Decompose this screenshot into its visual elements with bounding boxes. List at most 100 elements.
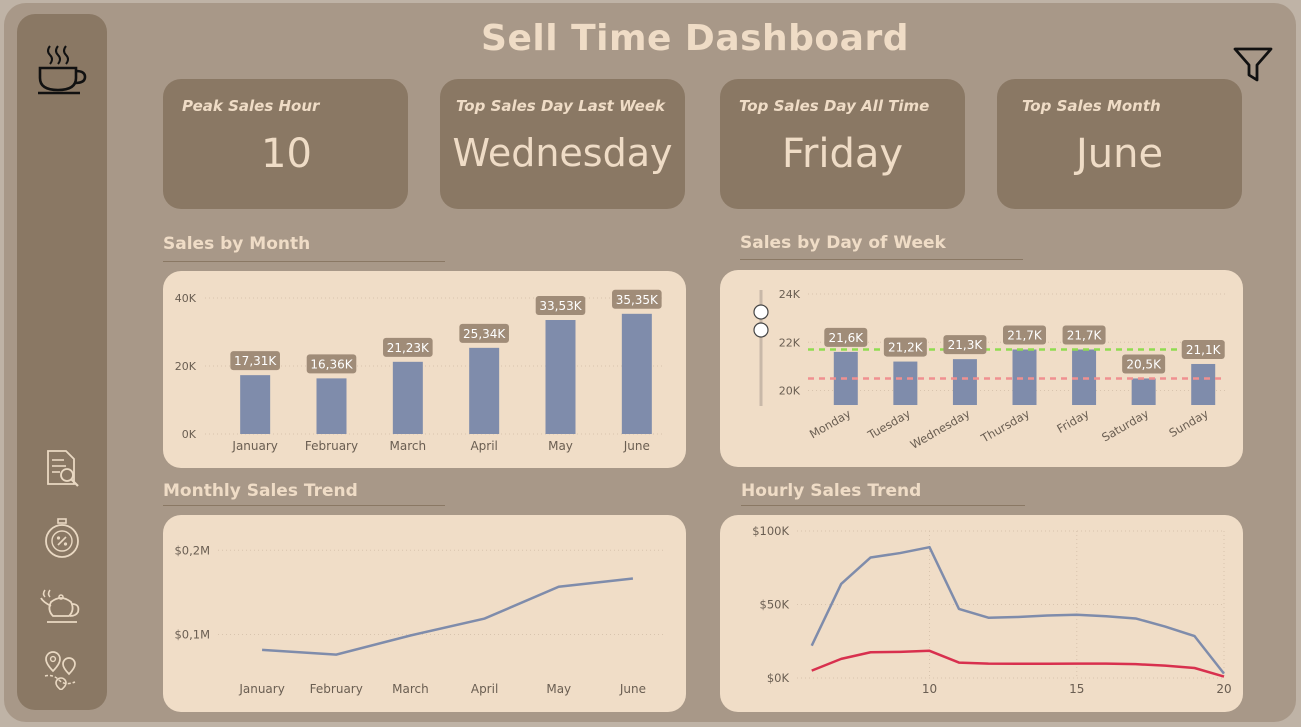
y-tick-label: 20K [175,360,197,373]
section-divider [741,505,1025,506]
bar-april [469,347,500,434]
bar-sunday [1191,363,1216,405]
kpi-card-top-month: Top Sales Month June [997,79,1242,209]
y-tick-label: $0,2M [174,543,210,557]
section-title-hourly-trend: Hourly Sales Trend [741,481,922,501]
sidebar [17,14,107,710]
bar-tuesday [893,361,918,405]
data-label: 21,6K [828,331,864,345]
kpi-label: Peak Sales Hour [182,97,320,115]
data-label-bg [535,295,586,315]
x-tick-label: 10 [922,682,937,696]
data-label-bg [612,289,662,309]
section-title-sales-by-day: Sales by Day of Week [740,233,946,253]
data-label-bg [230,351,280,371]
kpi-value: Friday [781,131,904,177]
series-line [811,649,1225,678]
y-tick-label: $50K [760,598,790,612]
y-tick-label: 40K [175,292,197,305]
x-tick-label: Monday [807,406,853,441]
zoom-slider-handle [753,304,769,320]
section-divider [163,261,445,262]
kpi-value: 10 [261,131,312,177]
data-label-bg [1062,325,1106,345]
x-tick-label: Friday [1054,406,1091,436]
data-label-bg [306,354,357,374]
data-label-bg [883,337,927,357]
kpi-label: Top Sales Day All Time [739,97,930,115]
discount-timer-icon[interactable] [17,518,107,560]
teapot-icon[interactable] [17,586,107,626]
y-tick-label: $0K [767,671,790,685]
data-label: 33,53K [539,299,582,313]
kpi-card-top-day-all-time: Top Sales Day All Time Friday [720,79,965,209]
x-tick-label: June [619,682,646,696]
hourly-sales-trend-chart[interactable]: $0K $50K $100K 10 15 20 [720,515,1243,712]
data-label-bg [943,335,987,355]
data-label-bg [1181,339,1225,359]
filter-icon[interactable] [1232,44,1274,90]
data-label: 21,2K [888,341,924,355]
data-label-bg [459,323,509,343]
section-title-monthly-trend: Monthly Sales Trend [163,481,358,501]
x-tick-label: May [548,439,573,453]
data-label: 21,7K [1007,329,1043,343]
section-divider [740,259,1023,260]
y-tick-label: 20K [779,385,801,398]
bar-may [545,319,576,434]
y-tick-label: $0,1M [174,627,210,641]
y-tick-label: 22K [779,336,801,349]
kpi-card-top-day-last-week: Top Sales Day Last Week Wednesday [440,79,685,209]
bar-february [316,378,347,434]
section-divider [163,505,445,506]
series-line [810,545,1225,675]
data-label-bg [1003,325,1046,345]
data-label: 16,36K [310,357,353,371]
section-title-sales-by-month: Sales by Month [163,234,311,254]
zoom-slider-handle [753,322,769,338]
bar-march [392,361,423,434]
x-tick-label: 15 [1069,682,1084,696]
bar-june [621,313,652,434]
x-tick-label: January [238,682,284,696]
x-tick-label: March [390,439,427,453]
x-tick-label: May [546,682,571,696]
x-tick-label: Sunday [1166,406,1210,440]
y-tick-label: $100K [752,524,789,538]
bar-wednesday [952,359,977,405]
chart-panel-hourly-trend: $0K $50K $100K 10 15 20 [720,515,1243,712]
x-tick-label: Tuesday [864,406,913,442]
report-search-icon[interactable] [17,448,107,488]
data-label: 21,23K [387,341,430,355]
x-tick-label: April [470,439,497,453]
x-tick-label: 20 [1216,682,1231,696]
data-label-bg [824,327,868,347]
x-tick-label: March [392,682,429,696]
data-label: 21,3K [948,338,984,352]
x-tick-label: Saturday [1099,406,1151,444]
x-tick-label: June [623,439,650,453]
x-tick-label: February [305,439,358,453]
kpi-label: Top Sales Month [1022,97,1161,115]
sales-by-day-chart[interactable]: 20K 22K 24K 21,6K Monday 21,2K Tuesday 21,3K Wed… [720,270,1243,467]
kpi-card-peak-hour: Peak Sales Hour 10 [163,79,408,209]
monthly-sales-trend-chart[interactable]: $0,1M $0,2M January February March April May Ju… [163,515,686,712]
data-label: 35,35K [616,293,659,307]
x-tick-label: January [231,439,278,453]
y-tick-label: 24K [779,288,801,301]
data-label: 17,31K [234,354,277,368]
kpi-label: Top Sales Day Last Week [456,97,665,115]
map-pins-icon[interactable] [17,650,107,690]
data-label-bg [383,337,433,357]
sales-by-month-chart[interactable]: 0K 20K 40K 17,31K January 16,36K February 21,23… [163,271,686,468]
data-label-bg [1122,354,1166,374]
y-tick-label: 0K [182,428,197,441]
chart-panel-sales-by-month: 0K 20K 40K 17,31K January 16,36K February 21,23… [163,271,686,468]
coffee-cup-icon[interactable] [17,42,107,96]
series-line [262,577,634,656]
x-tick-label: February [310,682,363,696]
bar-saturday [1131,378,1156,405]
x-tick-label: Thursday [978,406,1032,445]
x-tick-label: Wednesday [908,406,973,452]
data-label: 25,34K [463,327,506,341]
